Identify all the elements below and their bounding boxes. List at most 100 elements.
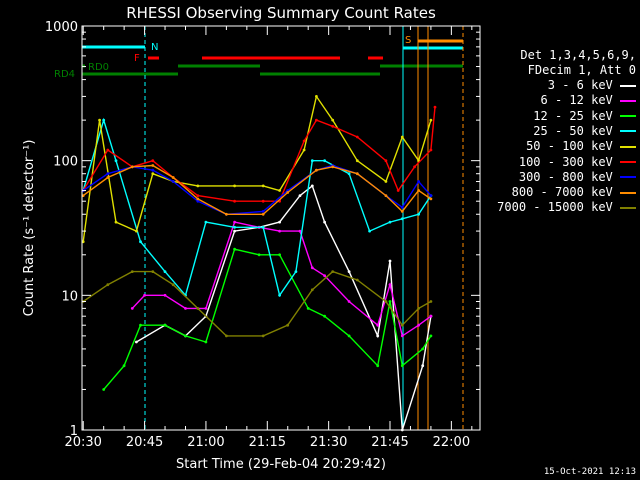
y-tick-label: 1 (70, 424, 78, 439)
legend-header-1: Det 1,3,4,5,6,9, (520, 48, 636, 62)
legend-label: 50 - 100 keV (526, 139, 620, 154)
data-point-5-11 (331, 124, 335, 128)
data-point-6-7 (261, 210, 265, 213)
data-point-4-10 (302, 148, 306, 152)
series-line-5 (82, 107, 436, 202)
series-line-3 (82, 117, 432, 297)
data-point-5-15 (413, 165, 416, 169)
legend-swatch (620, 84, 636, 87)
data-point-8-6 (225, 334, 228, 338)
data-point-0-12 (347, 270, 351, 273)
data-point-3-7 (233, 225, 237, 229)
data-point-1-4 (204, 307, 208, 310)
x-tick-label: 22:00 (433, 435, 470, 450)
data-point-5-13 (384, 159, 388, 163)
footer-date: 15-Oct-2021 12:13 (543, 467, 636, 477)
y-axis-label: Count Rate (s⁻¹ detector⁻¹) (22, 140, 37, 317)
data-point-5-6 (233, 199, 237, 203)
legend-entry: 50 - 100 keV (526, 139, 636, 154)
data-point-1-12 (376, 323, 380, 327)
data-point-8-9 (310, 288, 314, 292)
data-point-3-8 (261, 225, 265, 229)
data-point-1-8 (298, 229, 302, 233)
data-point-3-4 (163, 270, 167, 273)
data-point-8-13 (400, 323, 404, 327)
data-point-0-13 (376, 334, 380, 338)
data-point-7-4 (171, 176, 175, 179)
legend-swatch (620, 99, 636, 102)
data-point-6-4 (171, 180, 175, 183)
data-point-4-17 (429, 118, 433, 122)
data-point-7-13 (400, 210, 404, 213)
plot-frame (81, 25, 481, 431)
data-point-5-14 (396, 189, 400, 192)
legend-entry: 800 - 7000 keV (512, 185, 636, 200)
data-point-0-8 (278, 220, 281, 224)
x-axis-label: Start Time (29-Feb-04 20:29:42) (176, 457, 386, 472)
data-point-3-12 (323, 159, 326, 163)
data-point-7-5 (196, 197, 200, 201)
data-point-2-6 (233, 247, 237, 251)
data-point-1-11 (347, 300, 351, 303)
x-tick-label: 20:30 (64, 435, 101, 450)
series-line-0 (136, 184, 432, 431)
data-point-2-13 (388, 300, 392, 303)
data-point-0-16 (421, 364, 425, 368)
legend-entry: 7000 - 15000 keV (497, 200, 636, 215)
data-point-2-16 (429, 334, 433, 338)
data-point-8-7 (261, 334, 265, 338)
data-point-4-2 (114, 220, 118, 224)
data-point-4-14 (384, 180, 388, 183)
data-point-6-5 (196, 199, 200, 203)
series-line-8 (82, 270, 432, 337)
data-point-8-15 (429, 300, 433, 303)
data-point-2-5 (204, 340, 208, 344)
data-point-0-9 (298, 194, 302, 198)
legend-entry: 300 - 800 keV (519, 170, 636, 185)
data-point-0-6 (233, 229, 237, 233)
legend-swatch (620, 145, 636, 148)
legend-swatch (620, 176, 636, 179)
legend-label: 3 - 6 keV (547, 78, 620, 92)
data-point-1-0 (130, 307, 134, 310)
data-point-4-3 (135, 229, 138, 233)
data-point-4-11 (315, 95, 318, 98)
data-point-4-9 (278, 189, 281, 192)
legend-label: 6 - 12 keV (540, 93, 620, 108)
data-point-7-14 (417, 189, 420, 192)
data-point-8-10 (331, 270, 335, 273)
data-point-3-9 (278, 293, 281, 297)
data-point-0-11 (323, 220, 326, 224)
data-point-3-2 (114, 159, 118, 163)
data-point-0-10 (310, 184, 314, 188)
data-point-8-1 (106, 283, 110, 287)
data-point-3-11 (310, 159, 314, 163)
data-point-4-13 (355, 159, 359, 163)
legend-entry: 3 - 6 keV (548, 78, 636, 93)
legend-label: 800 - 7000 keV (511, 185, 620, 200)
data-point-5-12 (355, 135, 359, 139)
data-point-8-4 (171, 283, 175, 287)
legend-entry: 25 - 50 keV (533, 124, 636, 139)
data-point-6-1 (106, 172, 110, 176)
y-tick-label: 1000 (45, 20, 78, 35)
data-point-2-1 (122, 364, 126, 368)
legend-swatch (620, 115, 636, 118)
legend-swatch (620, 191, 636, 194)
data-point-3-16 (400, 217, 404, 221)
data-point-5-10 (315, 118, 318, 122)
data-point-7-3 (151, 164, 155, 167)
legend-label: 12 - 25 keV (533, 108, 620, 123)
data-point-3-1 (102, 118, 106, 122)
data-point-6-14 (417, 180, 420, 183)
x-tick-label: 21:00 (187, 435, 224, 450)
data-point-7-2 (130, 165, 134, 169)
chart-title: RHESSI Observing Summary Count Rates (126, 4, 436, 22)
data-point-4-1 (98, 118, 101, 122)
x-tick-label: 21:15 (249, 435, 286, 450)
data-point-2-10 (323, 314, 326, 318)
legend-entry: 6 - 12 keV (541, 93, 636, 108)
data-point-8-11 (355, 278, 359, 282)
data-point-8-2 (130, 270, 134, 273)
data-point-5-3 (151, 159, 155, 163)
